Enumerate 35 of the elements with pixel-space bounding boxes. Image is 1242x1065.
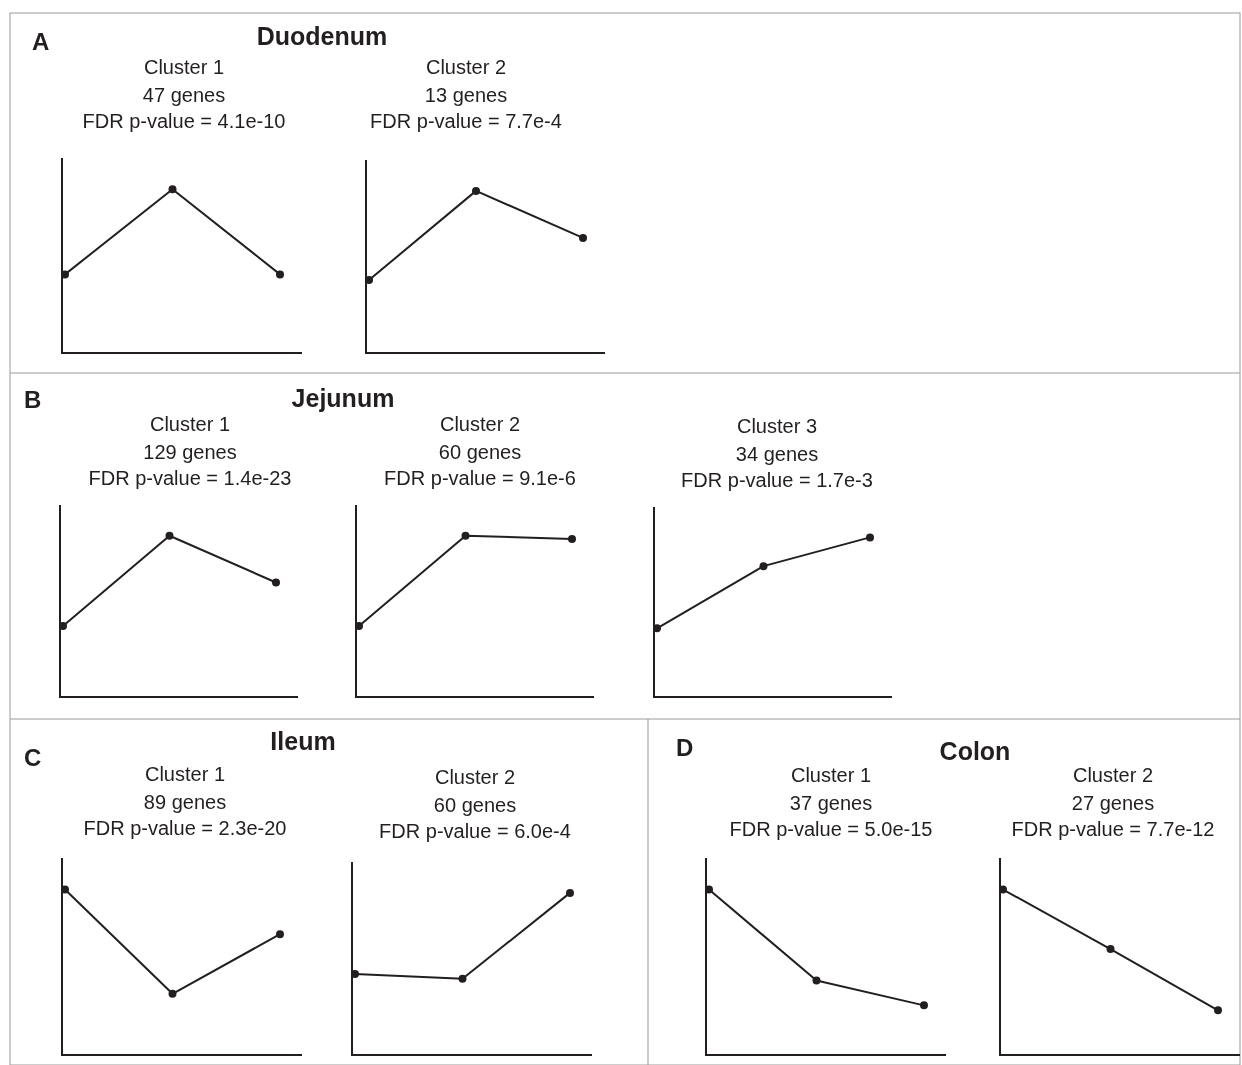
chart-title: Cluster 2 [425, 56, 507, 78]
chart-title: Cluster 1 [149, 413, 231, 435]
chart-subtitle: 37 genes [789, 792, 873, 814]
chart-title: Cluster 1 [144, 763, 226, 785]
chart-title: Cluster 2 [439, 413, 521, 435]
chart-subtitle: 89 genes [143, 791, 227, 813]
chart-title: Cluster 2 [434, 766, 516, 788]
chart-subtitle: 47 genes [142, 84, 226, 106]
text: FDR p-value = 7.7e-12 [1011, 818, 1215, 840]
text: FDR p-value = 1.7e-3 [681, 469, 873, 491]
chart-subtitle: 60 genes [438, 441, 522, 463]
text: C [24, 744, 42, 771]
text: FDR p-value = 9.1e-6 [384, 467, 576, 489]
text: FDR p-value = 7.7e-4 [370, 110, 562, 132]
text: FDR p-value = 5.0e-15 [729, 818, 933, 840]
chart-subtitle: 13 genes [424, 84, 508, 106]
text: FDR p-value = 2.3e-20 [83, 817, 287, 839]
chart-subtitle: 27 genes [1071, 792, 1155, 814]
text: Jejunum [291, 384, 395, 412]
text: D [676, 734, 694, 761]
chart-title: Cluster 1 [143, 56, 225, 78]
text: A [32, 28, 50, 55]
text: Colon [939, 737, 1011, 765]
chart-subtitle: 60 genes [433, 794, 517, 816]
chart-title: Cluster 1 [790, 764, 872, 786]
chart-subtitle: 129 genes [143, 441, 237, 463]
text: FDR p-value = 4.1e-10 [82, 110, 286, 132]
chart-title: Cluster 2 [1072, 764, 1154, 786]
text: FDR p-value = 1.4e-23 [88, 467, 292, 489]
chart-title: Cluster 3 [736, 415, 818, 437]
text: FDR p-value = 6.0e-4 [379, 820, 571, 842]
chart-subtitle: 34 genes [735, 443, 819, 465]
text: B [24, 386, 42, 413]
text: Duodenum [256, 22, 388, 50]
text: Ileum [270, 727, 336, 755]
